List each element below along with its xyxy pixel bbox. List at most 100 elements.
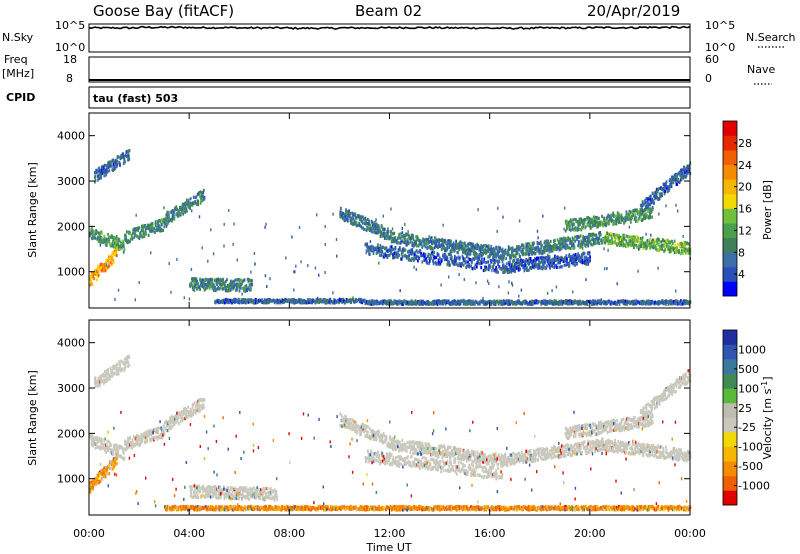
power-noise-cell [581,246,584,250]
power-echo-cell [156,219,158,223]
power-echo-cell [482,299,484,303]
power-echo-cell [514,248,516,253]
power-echo-cell [629,239,632,243]
power-echo-cell [573,228,576,232]
power-echo-cell [680,252,682,256]
velocity-echo-cell [139,442,142,446]
power-echo-cell [558,265,561,269]
power-echo-cell [487,249,490,253]
power-echo-cell [565,263,568,267]
power-echo-cell [643,245,645,249]
power-echo-cell [427,238,429,242]
power-echo-cell [437,243,440,247]
power-noise-cell [105,263,108,267]
power-echo-cell [635,299,638,303]
power-echo-cell [234,278,237,282]
power-echo-cell [559,258,562,262]
power-echo-cell [420,301,423,306]
power-echo-cell [521,261,523,266]
power-echo-cell [557,261,560,265]
power-echo-cell [613,240,615,244]
power-echo-cell [453,258,456,262]
power-echo-cell [154,230,156,234]
power-colorbar-segment [723,223,737,238]
power-echo-cell [201,195,203,199]
power-echo-cell [558,248,561,252]
power-echo-cell [656,190,659,194]
power-echo-cell [559,244,561,248]
power-echo-cell [548,250,551,254]
velocity-echo-cell [156,427,158,431]
power-echo-cell [365,228,368,233]
power-echo-cell [199,287,201,291]
power-echo-cell [218,298,220,303]
power-noise-cell [563,227,565,231]
power-echo-cell [100,237,103,241]
power-echo-cell [403,248,406,252]
power-echo-cell [674,299,677,303]
power-echo-cell [624,299,627,303]
power-echo-cell [654,247,657,251]
power-echo-cell [150,222,153,226]
power-echo-cell [561,256,564,260]
power-echo-cell [545,239,548,243]
power-echo-cell [530,266,533,271]
power-noise-cell [165,224,168,228]
velocity-echo-cell [139,439,142,443]
power-echo-cell [120,246,123,250]
power-echo-cell [479,250,482,254]
power-echo-cell [161,223,163,227]
power-echo-cell [203,197,206,201]
power-echo-cell [189,206,191,210]
power-echo-cell [527,250,530,254]
velocity-echo-cell [153,427,156,432]
power-echo-cell [108,239,111,243]
power-echo-cell [466,250,469,254]
power-echo-cell [549,299,551,303]
power-noise-cell [291,235,293,239]
power-echo-cell [351,214,354,218]
power-echo-cell [595,217,598,221]
velocity-echo-cell [95,442,98,446]
power-echo-cell [360,298,362,302]
power-echo-cell [193,288,196,292]
power-echo-cell [310,298,312,302]
power-echo-cell [504,269,506,273]
power-colorbar-tick-label: 12 [738,224,752,237]
velocity-echo-cell [184,406,186,411]
power-echo-cell [577,240,580,244]
power-echo-cell [618,234,620,238]
power-echo-cell [207,278,210,282]
power-echo-cell [625,210,628,214]
power-echo-cell [532,243,534,247]
power-noise-cell [415,268,417,271]
power-echo-cell [579,221,581,225]
power-echo-cell [89,234,91,238]
power-echo-cell [211,277,213,281]
power-echo-cell [226,289,228,293]
power-data-layer [89,149,692,306]
power-echo-cell [561,302,564,306]
power-colorbar-tick-label: 4 [738,268,745,281]
power-noise-cell [250,270,252,274]
power-echo-cell [343,216,345,220]
power-echo-cell [390,239,393,243]
power-echo-cell [475,265,478,269]
power-echo-cell [465,244,468,248]
power-echo-cell [521,250,523,255]
power-echo-cell [598,231,600,235]
velocity-echo-cell [157,430,159,434]
power-echo-cell [675,248,678,252]
power-echo-cell [649,302,652,306]
power-echo-cell [541,266,544,270]
power-echo-cell [525,249,528,253]
power-echo-cell [622,217,625,221]
power-echo-cell [107,261,110,265]
power-echo-cell [446,256,449,260]
power-echo-cell [670,179,673,183]
power-echo-cell [407,249,410,253]
power-echo-cell [498,250,501,254]
power-echo-cell [680,168,682,172]
power-echo-cell [495,253,498,257]
power-echo-cell [104,269,107,273]
